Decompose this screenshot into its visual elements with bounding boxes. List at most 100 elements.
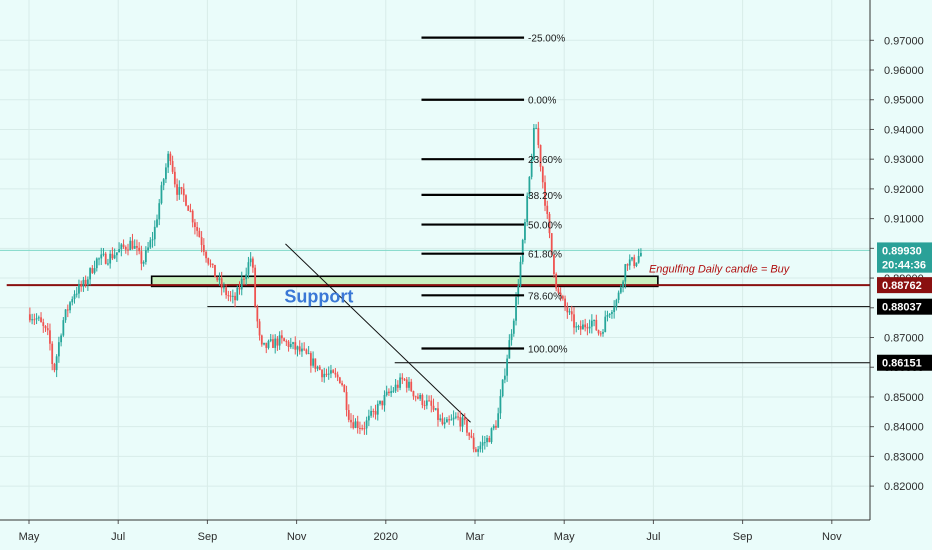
candle-body: [198, 230, 201, 238]
price-tag-box: [877, 354, 932, 371]
candle-body: [249, 258, 252, 263]
candle-body: [390, 391, 393, 394]
candle-body: [575, 326, 578, 328]
candle-body: [89, 268, 92, 280]
candle-body: [191, 210, 194, 223]
candle-body: [160, 185, 163, 204]
y-tick-label: 0.82000: [884, 481, 924, 493]
price-tag-box: [877, 242, 932, 259]
candle-body: [492, 425, 495, 429]
fib-level-label: 78.60%: [528, 291, 562, 302]
annotations: Support Engulfing Daily candle = Buy: [284, 264, 790, 307]
fib-level-label: 61.80%: [528, 250, 562, 261]
candle-body: [564, 298, 566, 307]
candle-body: [408, 381, 410, 388]
candle-body: [450, 419, 453, 421]
candle-body: [231, 295, 234, 297]
candle-body: [550, 233, 553, 255]
candle-body: [437, 408, 439, 420]
candle-body: [477, 449, 480, 452]
candle-body: [519, 261, 522, 286]
candle-body: [352, 422, 355, 428]
price-tags: 0.89930 20:44:36 0.88762 0.88037 0.86151: [877, 242, 932, 371]
candle-body: [466, 420, 468, 433]
candle-body: [347, 410, 350, 420]
candle-body: [483, 442, 486, 444]
annotation-text: Engulfing Daily candle = Buy: [649, 264, 791, 276]
candle-body: [461, 417, 464, 427]
candle-body: [78, 284, 80, 294]
candle-body: [370, 410, 372, 416]
candle-body: [162, 179, 165, 186]
fib-level-label: 50.00%: [528, 221, 562, 232]
y-tick-label: 0.94000: [884, 124, 924, 136]
candle-body: [321, 369, 323, 378]
candle-body: [497, 413, 500, 428]
candle-body: [546, 205, 549, 214]
candle-body: [158, 203, 161, 220]
candle-body: [635, 262, 638, 266]
candle-body: [622, 281, 624, 288]
candle-body: [633, 257, 636, 266]
candle-body: [142, 262, 145, 264]
candle-body: [367, 415, 370, 421]
candle-body: [144, 250, 147, 263]
candle-body: [577, 326, 580, 328]
candle-body: [593, 319, 595, 321]
candle-body: [557, 288, 560, 293]
candle-body: [336, 374, 339, 378]
candles: [28, 121, 642, 457]
candle-body: [579, 326, 582, 330]
candle-body: [325, 373, 328, 375]
candle-body: [216, 277, 219, 281]
candle-body: [234, 295, 236, 301]
candle-body: [200, 237, 203, 246]
candle-body: [109, 253, 112, 264]
candle-body: [82, 279, 85, 287]
candle-body: [95, 258, 98, 269]
candle-body: [548, 213, 551, 234]
candle-body: [374, 411, 377, 415]
candle-body: [555, 274, 558, 289]
x-tick-label: May: [19, 531, 40, 543]
candle-body: [517, 285, 520, 298]
y-tick-label: 0.87000: [884, 333, 924, 345]
candle-body: [245, 274, 248, 280]
candle-body: [294, 342, 297, 350]
y-tick-label: 0.91000: [884, 214, 924, 226]
candle-body: [196, 227, 199, 231]
fibonacci-levels: -25.00% 0.00% 23.60% 38.20% 50.00% 61.80% 78.6…: [421, 34, 568, 356]
candle-body: [532, 128, 535, 160]
candle-body: [428, 400, 430, 402]
candle-body: [292, 342, 294, 344]
x-tick-label: 2020: [374, 531, 398, 543]
price-tag-box: [877, 277, 932, 294]
candle-body: [359, 427, 361, 429]
candle-body: [365, 420, 368, 429]
candle-body: [57, 342, 60, 357]
candle-body: [173, 171, 176, 185]
price-tag-box: [877, 298, 932, 315]
y-tick-label: 0.92000: [884, 184, 924, 196]
candle-body: [220, 278, 223, 289]
candle-body: [62, 320, 65, 336]
candle-body: [481, 442, 484, 446]
fib-level-label: 23.60%: [528, 155, 562, 166]
candle-body: [84, 279, 87, 286]
candle-body: [140, 251, 143, 264]
candle-body: [488, 437, 491, 443]
candle-body: [399, 377, 401, 388]
candle-body: [515, 297, 517, 321]
candle-body: [185, 195, 187, 206]
candle-body: [236, 287, 239, 301]
candle-body: [332, 370, 335, 373]
candle-body: [425, 400, 428, 406]
candle-body: [122, 244, 125, 247]
candle-body: [296, 346, 299, 350]
candle-body: [75, 293, 78, 295]
candle-body: [51, 343, 54, 364]
candle-body: [133, 245, 136, 249]
candle-body: [136, 245, 138, 248]
candle-body: [586, 327, 589, 329]
